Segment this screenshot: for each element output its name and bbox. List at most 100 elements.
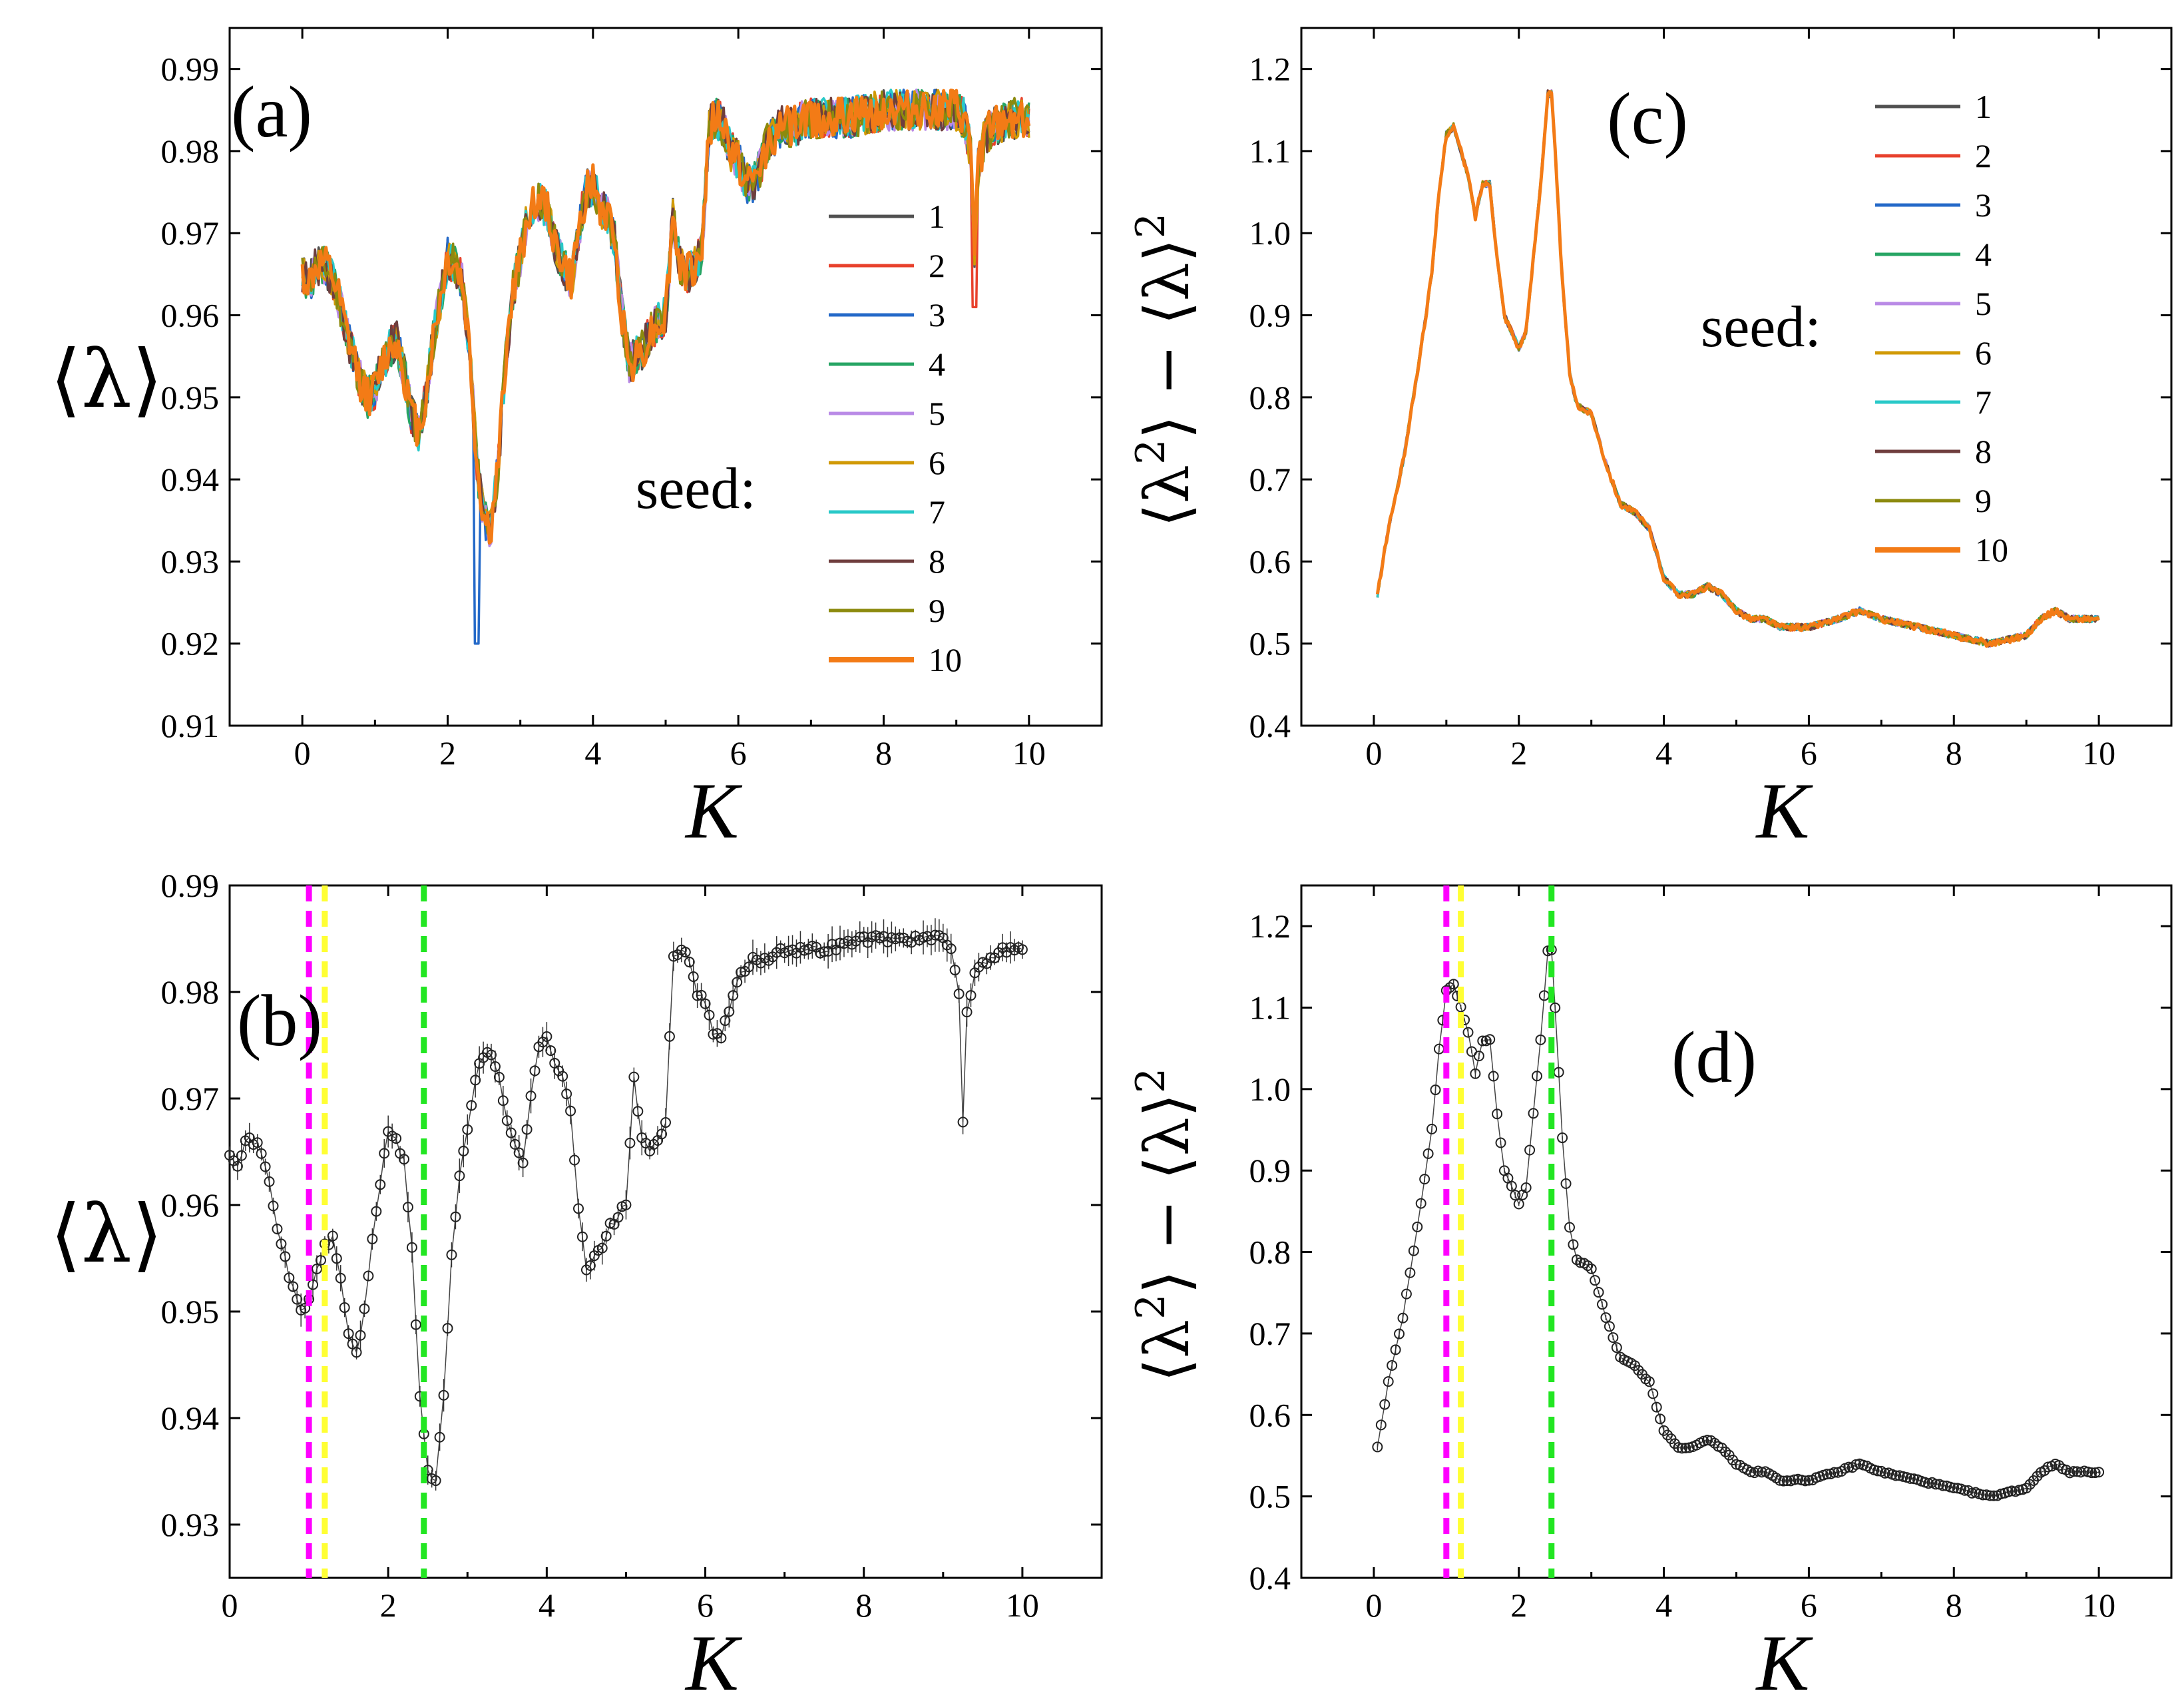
data-point-b [525,1091,537,1102]
data-point-b [985,952,996,963]
data-point-d [1600,1312,1612,1324]
y-tick-label-c: 0.9 [1249,297,1291,334]
data-point-b [399,1154,409,1165]
y-tick-label-b: 0.97 [161,1080,220,1117]
y-tick-label-a: 0.94 [161,461,220,498]
legend-entry-c: 7 [1975,383,1992,421]
data-point-d [1379,1399,1391,1410]
data-point-d [1756,1467,1767,1478]
panel-label-b: (b) [237,980,322,1061]
data-point-b [716,1033,727,1044]
legend-entry-a: 10 [929,641,962,678]
x-tick-label-a: 10 [1012,734,1046,772]
data-point-d [1564,1222,1575,1233]
data-point-b [402,1202,413,1213]
data-point-d [1608,1332,1619,1343]
data-point-d [1959,1485,1970,1496]
data-point-b [541,1031,552,1042]
data-point-d [1948,1482,1960,1493]
data-point-b [573,1203,584,1214]
data-point-d [1843,1461,1855,1473]
x-tick-label-d: 6 [1801,1586,1817,1624]
x-tick-label-d: 8 [1946,1586,1962,1624]
data-point-d [1557,1132,1568,1144]
data-point-b [347,1338,358,1349]
data-point-b [660,1117,671,1128]
data-point-d [1582,1260,1594,1272]
legend-entry-c: 8 [1975,433,1992,470]
plot-frame-b [228,884,1103,1579]
data-point-d [1611,1342,1622,1353]
data-point-b [284,1272,295,1284]
data-point-b [315,1254,326,1266]
data-point-b [736,967,747,978]
data-point-d [2021,1483,2032,1494]
y-tick-label-a: 0.91 [161,707,220,744]
data-point-b [517,1157,529,1168]
data-point-b [819,946,830,957]
data-point-d [1372,1441,1383,1453]
data-point-d [1879,1467,1890,1479]
x-tick-label-a: 4 [584,734,601,772]
x-axis-label-d: K [1755,1618,1813,1703]
data-point-d [1586,1263,1597,1274]
data-point-d [1405,1267,1416,1278]
data-point-d [1390,1344,1401,1355]
legend-entry-c: 2 [1975,137,1992,174]
data-point-b [732,977,743,988]
data-point-b [545,1045,556,1057]
data-point-b [300,1303,311,1314]
data-point-d [1709,1437,1720,1449]
y-tick-label-a: 0.99 [161,51,220,88]
y-axis-label-c: ⟨λ2⟩ − ⟨λ⟩2 [1128,213,1203,527]
data-point-b [692,990,703,1001]
data-point-b [576,1231,588,1242]
data-point-b [620,1199,632,1210]
y-tick-label-a: 0.96 [161,297,220,334]
data-point-d [1778,1475,1789,1487]
data-point-b [700,998,711,1009]
y-tick-label-d: 1.1 [1249,989,1291,1027]
data-point-b [355,1330,366,1341]
data-point-b [664,1031,675,1042]
data-point-b [957,1116,969,1128]
x-tick-label-a: 2 [439,734,456,772]
data-point-d [1535,1034,1546,1045]
data-point-b [406,1242,417,1253]
data-point-d [1720,1446,1731,1457]
data-point-b [486,1049,497,1061]
data-point-b [961,1007,973,1018]
data-point-d [1593,1287,1604,1298]
data-point-d [1477,1035,1488,1047]
data-point-b [280,1251,291,1262]
data-point-d [1528,1108,1539,1119]
data-point-b [513,1147,525,1158]
data-point-b [410,1319,421,1330]
y-tick-label-b: 0.99 [161,867,220,904]
data-point-b [688,971,699,982]
y-tick-label-c: 1.0 [1249,214,1291,252]
data-point-b [264,1176,275,1187]
data-point-b [458,1145,469,1156]
data-point-d [1506,1180,1517,1192]
data-point-d [2042,1461,2054,1473]
data-point-d [1984,1490,1996,1501]
data-point-b [724,1006,735,1017]
y-tick-label-d: 0.4 [1249,1559,1291,1596]
y-tick-label-a: 0.92 [161,625,220,662]
data-point-b [505,1127,517,1138]
data-point-d [2032,1471,2043,1482]
y-axis-label-b: ⟨λ⟩ [50,1188,163,1281]
x-tick-label-d: 10 [2082,1586,2115,1624]
y-tick-label-c: 0.6 [1249,543,1291,580]
y-tick-label-b: 0.95 [161,1293,220,1330]
panel-b: 0 2 4 6 8 10 0.93 0.94 0.95 0.96 0.97 0.98 0.99 K ⟨λ⟩ (… [50,867,1103,1703]
data-point-d [1988,1490,2000,1501]
x-tick-label-d: 0 [1365,1586,1382,1624]
data-point-b [446,1249,457,1260]
y-axis-label-d: ⟨λ2⟩ − ⟨λ⟩2 [1128,1068,1203,1382]
data-point-d [2072,1466,2083,1477]
data-point-b [391,1133,402,1144]
legend-entry-a: 3 [929,296,945,334]
data-point-d [1604,1321,1615,1332]
